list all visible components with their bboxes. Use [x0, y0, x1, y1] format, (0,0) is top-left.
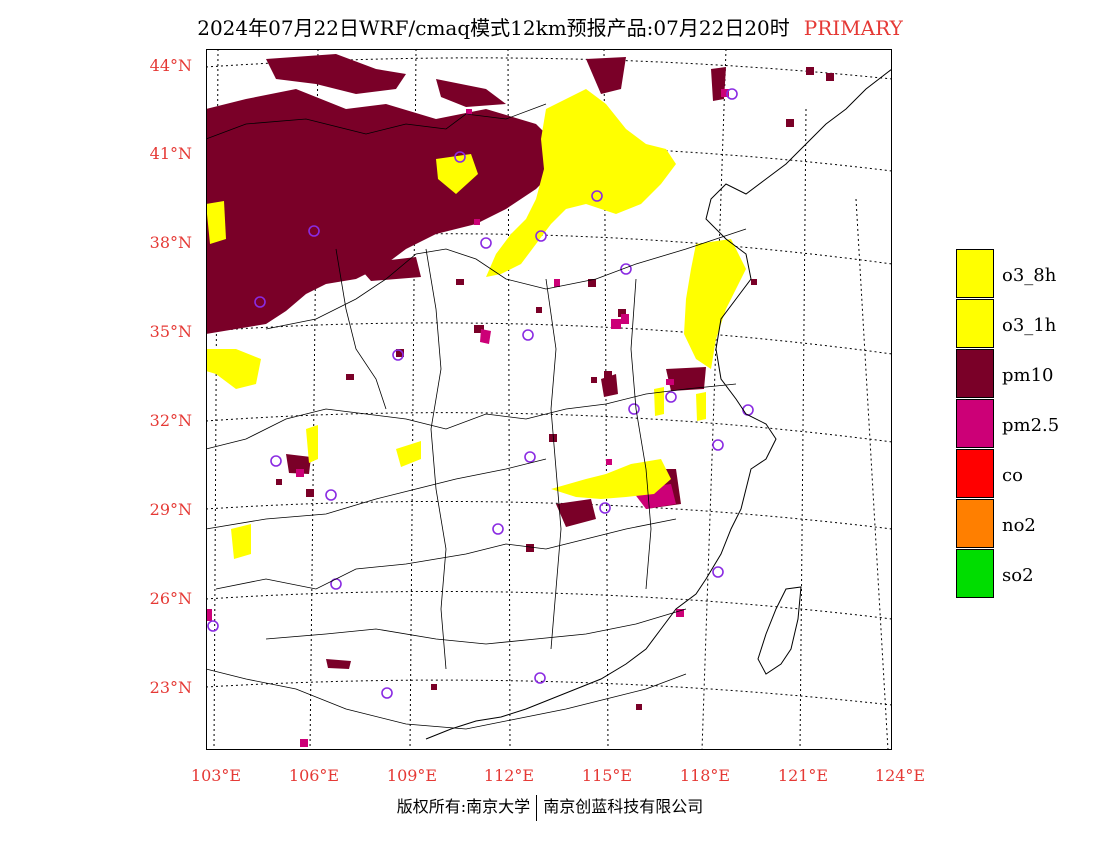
- lon-label-103: 103°E: [190, 766, 242, 785]
- footer-right: 南京创蓝科技有限公司: [543, 797, 704, 816]
- legend-swatch-co: [956, 449, 994, 498]
- legend-label-co: co: [1002, 465, 1023, 486]
- footer-separator: [536, 794, 538, 821]
- map-title: 2024年07月22日WRF/cmaq模式12km预报产品:07月22日20时 P…: [0, 12, 1100, 41]
- legend-label-o3-1h: o3_1h: [1002, 315, 1057, 336]
- province-borders: [206, 103, 747, 730]
- legend-label-so2: so2: [1002, 565, 1034, 586]
- lon-label-115: 115°E: [581, 766, 633, 785]
- lat-label-26: 26°N: [149, 589, 192, 608]
- lon-label-118: 118°E: [679, 766, 731, 785]
- legend-label-o3-8h: o3_8h: [1002, 265, 1057, 286]
- lat-label-41: 41°N: [149, 144, 192, 163]
- lon-label-109: 109°E: [386, 766, 438, 785]
- legend-label-pm10: pm10: [1002, 365, 1054, 386]
- lon-label-112: 112°E: [483, 766, 535, 785]
- lon-label-106: 106°E: [288, 766, 340, 785]
- pm10-specks: [276, 67, 834, 710]
- o3-areas: [206, 89, 746, 559]
- legend-swatch-so2: [956, 549, 994, 598]
- lat-label-29: 29°N: [149, 500, 192, 519]
- lat-label-35: 35°N: [149, 322, 192, 341]
- lon-label-124: 124°E: [874, 766, 926, 785]
- legend-label-pm25: pm2.5: [1002, 415, 1060, 436]
- lat-label-23: 23°N: [149, 678, 192, 697]
- legend-swatch-pm25: [956, 399, 994, 448]
- legend-swatch-no2: [956, 499, 994, 548]
- primary-tag: PRIMARY: [803, 16, 903, 40]
- city-markers: [207, 88, 754, 699]
- title-text: 2024年07月22日WRF/cmaq模式12km预报产品:07月22日20时: [197, 16, 790, 40]
- lat-label-44: 44°N: [149, 56, 192, 75]
- legend-swatch-o3-1h: [956, 299, 994, 348]
- coastline: [425, 68, 892, 740]
- pollutant-map: [206, 49, 892, 750]
- lat-label-38: 38°N: [149, 233, 192, 252]
- footer-left: 版权所有:南京大学: [396, 797, 531, 816]
- legend-label-no2: no2: [1002, 515, 1036, 536]
- lat-label-32: 32°N: [149, 411, 192, 430]
- legend-swatch-pm10: [956, 349, 994, 398]
- lon-label-121: 121°E: [777, 766, 829, 785]
- copyright-footer: 版权所有:南京大学 南京创蓝科技有限公司: [0, 793, 1100, 821]
- legend-swatch-o3-8h: [956, 249, 994, 298]
